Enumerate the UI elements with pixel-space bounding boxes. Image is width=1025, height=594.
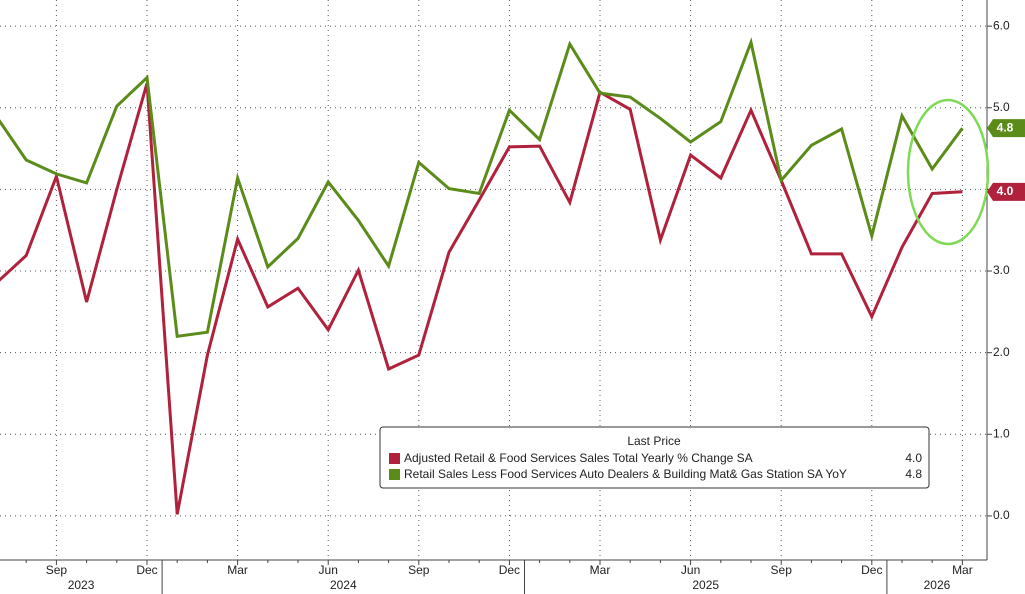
year-label: 2024	[330, 578, 357, 592]
x-tick-label: Mar	[590, 563, 611, 577]
y-tick-label: 1.0	[993, 426, 1010, 440]
x-tick-label: Mar	[227, 563, 248, 577]
x-tick-label: Sep	[771, 563, 793, 577]
legend: Last Price Adjusted Retail & Food Servic…	[379, 426, 930, 489]
legend-value: 4.0	[905, 451, 922, 465]
last-value-label: 4.0	[997, 184, 1014, 198]
y-tick-label: 5.0	[993, 100, 1010, 114]
year-label: 2026	[924, 578, 951, 592]
x-tick-label: Dec	[136, 563, 157, 577]
x-tick-label: Jun	[681, 563, 700, 577]
year-label: 2023	[68, 578, 95, 592]
legend-label: Retail Sales Less Food Services Auto Dea…	[404, 467, 847, 481]
legend-swatch	[389, 469, 400, 480]
legend-swatch	[389, 453, 400, 464]
grid	[0, 0, 987, 560]
y-tick-label: 2.0	[993, 345, 1010, 359]
last-value-tag	[987, 182, 1025, 201]
x-tick-label: Sep	[408, 563, 430, 577]
x-tick-label: Dec	[499, 563, 520, 577]
year-label: 2025	[692, 578, 719, 592]
last-value-label: 4.8	[997, 120, 1014, 134]
plot-area	[0, 37, 964, 515]
y-tick-label: 3.0	[993, 263, 1010, 277]
y-tick-label: 6.0	[993, 18, 1010, 32]
legend-title: Last Price	[627, 434, 681, 448]
legend-label: Adjusted Retail & Food Services Sales To…	[404, 451, 753, 465]
series-line	[0, 82, 963, 515]
legend-value: 4.8	[905, 467, 922, 481]
last-value-tag	[987, 119, 1025, 138]
x-tick-label: Sep	[46, 563, 68, 577]
x-tick-label: Jun	[319, 563, 338, 577]
y-tick-label: 0.0	[993, 508, 1010, 522]
x-tick-label: Mar	[952, 563, 973, 577]
x-tick-label: Dec	[861, 563, 882, 577]
legend-box	[379, 426, 930, 489]
series-line	[0, 37, 964, 338]
highlight-ellipse	[906, 98, 990, 246]
